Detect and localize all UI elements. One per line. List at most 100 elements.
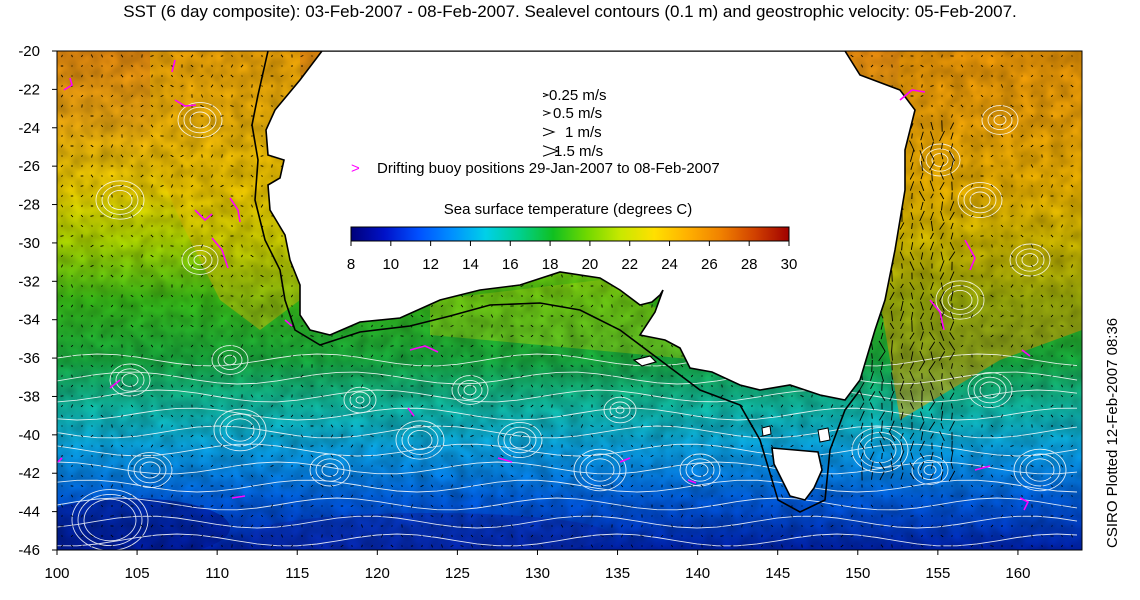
sealevel-contour-line (57, 515, 1078, 529)
sealevel-contour-ring (1019, 453, 1061, 487)
sealevel-contour-ring (183, 106, 217, 134)
buoy-track (211, 237, 229, 269)
sealevel-contour-ring (1009, 243, 1051, 277)
velocity-legend-label: 1 m/s (565, 124, 602, 141)
velocity-legend-label: 0.5 m/s (553, 105, 602, 122)
buoy-track (1019, 497, 1030, 511)
colorbar-title: Sea surface temperature (degrees C) (444, 201, 692, 218)
colorbar-tick-label: 10 (382, 256, 399, 273)
sealevel-contour-ring (931, 153, 949, 167)
buoy-track (619, 457, 631, 463)
sst-colorbar: Sea surface temperature (degrees C) 8 10 1… (347, 201, 798, 273)
sealevel-contour-ring (609, 401, 631, 419)
velocity-legend-arrow (542, 92, 550, 98)
lon-tick-label: 125 (445, 565, 470, 582)
lat-tick-label: -26 (18, 158, 40, 175)
sealevel-contour-ring (503, 426, 537, 454)
sealevel-contour-ring (1025, 458, 1055, 482)
sealevel-contour-line (57, 479, 1078, 493)
sealevel-contour-ring (401, 425, 439, 455)
buoy-track (407, 407, 415, 417)
sealevel-contour-line (57, 497, 1078, 511)
sealevel-contour-ring (193, 254, 207, 266)
sealevel-contour-ring (509, 431, 531, 449)
lat-tick-label: -46 (18, 542, 40, 559)
buoy-track (194, 209, 213, 222)
colorbar-tick-label: 18 (542, 256, 559, 273)
buoy-track (974, 465, 991, 471)
lat-tick-label: -42 (18, 465, 40, 482)
lon-tick-label: 105 (125, 565, 150, 582)
lat-tick-label: -20 (18, 43, 40, 60)
sealevel-contour-ring (969, 191, 991, 209)
buoy-legend-symbol: > (351, 160, 360, 177)
latitude-axis: -20 -22 -24 -26 -28 -30 -32 -34 -36 -38 -40 -42 -44 -… (18, 43, 57, 559)
sealevel-contour-line (57, 461, 1078, 475)
buoy-track (929, 299, 945, 331)
buoy-track (109, 379, 121, 389)
sealevel-contour-ring (993, 114, 1007, 126)
buoy-track (284, 319, 293, 327)
sealevel-contour-ring (981, 105, 1019, 135)
sealevel-contour-line (57, 443, 1078, 457)
sealevel-contour-ring (973, 376, 1007, 404)
lat-tick-label: -30 (18, 235, 40, 252)
sealevel-contour-line (57, 389, 1078, 403)
sealevel-contour-ring (1015, 248, 1045, 272)
sealevel-contour-ring (1021, 253, 1039, 267)
velocity-legend-arrow (542, 110, 552, 116)
sealevel-contour-line (57, 425, 1078, 439)
bass-strait-island (761, 425, 772, 437)
buoy-track (171, 59, 176, 73)
colorbar-tick-label: 12 (422, 256, 439, 273)
colorbar-tick-label: 8 (347, 256, 355, 273)
sealevel-contour-ring (213, 408, 267, 452)
colorbar-ticks: 8 10 12 14 16 18 20 22 24 26 28 30 (347, 241, 798, 273)
sealevel-contour-ring (177, 101, 223, 139)
lat-tick-label: -44 (18, 504, 40, 521)
sealevel-contour-ring (95, 180, 145, 220)
sealevel-contour-ring (691, 463, 709, 477)
buoy-track (229, 197, 241, 223)
sealevel-contour-ring (987, 109, 1013, 131)
sealevel-contour-ring (947, 289, 973, 311)
colorbar-tick-label: 16 (502, 256, 519, 273)
sealevel-contour-ring (941, 285, 979, 315)
sealevel-contour-ring (935, 280, 985, 320)
lat-tick-label: -24 (18, 120, 40, 137)
sealevel-contour-ring (107, 189, 133, 211)
australia-land (265, 51, 916, 401)
lon-tick-label: 155 (925, 565, 950, 582)
sealevel-contour-ring (685, 458, 715, 482)
sealevel-contour-ring (679, 453, 721, 487)
sealevel-contour-ring (115, 368, 145, 392)
sealevel-contour-ring (225, 418, 255, 442)
buoy-legend-label: Drifting buoy positions 29-Jan-2007 to 0… (377, 160, 720, 177)
sealevel-contour-ring (121, 373, 139, 387)
tasmania-land (771, 447, 823, 501)
sealevel-contour-ring (217, 349, 243, 371)
lat-tick-label: -28 (18, 197, 40, 214)
colorbar-tick-label: 14 (462, 256, 479, 273)
buoy-track (964, 239, 976, 271)
sealevel-contour-ring (133, 456, 167, 484)
sealevel-contour-ring (77, 493, 143, 547)
lon-tick-label: 115 (285, 565, 309, 582)
velocity-legend-label: 1.5 m/s (554, 143, 603, 160)
colorbar-tick-label: 30 (781, 256, 798, 273)
colorbar-tick-label: 26 (701, 256, 718, 273)
lat-tick-label: -32 (18, 273, 40, 290)
lon-tick-label: 100 (44, 565, 69, 582)
buoy-track (497, 457, 513, 463)
sealevel-contour-ring (187, 249, 213, 271)
sealevel-contour-ring (349, 391, 371, 409)
sealevel-contour-ring (967, 371, 1013, 409)
lat-tick-label: -22 (18, 81, 40, 98)
buoy-track (57, 457, 63, 463)
lat-tick-label: -38 (18, 388, 40, 405)
sealevel-contour-line (57, 533, 1078, 547)
sealevel-contour-ring (451, 375, 489, 405)
figure-title: SST (6 day composite): 03-Feb-2007 - 08-… (123, 2, 1017, 21)
sealevel-contour-ring (457, 379, 483, 401)
